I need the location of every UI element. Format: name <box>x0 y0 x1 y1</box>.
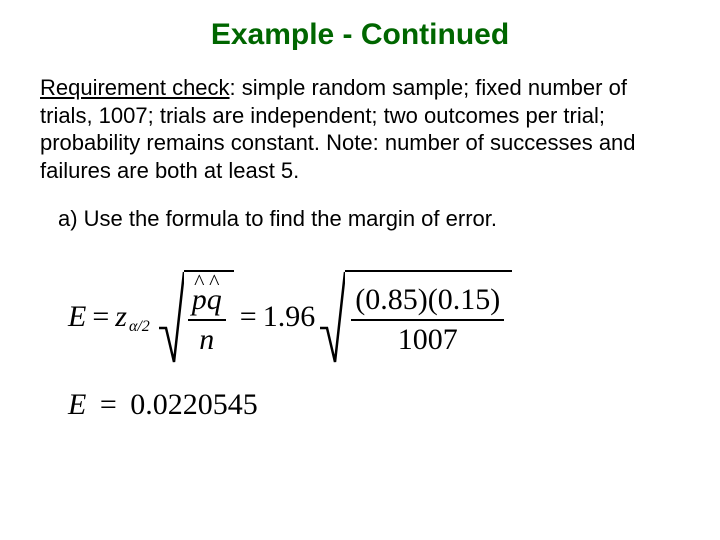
p-value: 0.85 <box>365 283 418 316</box>
radical-icon <box>158 270 184 364</box>
fraction-pq-n: pq n <box>188 283 226 357</box>
equals-3: = <box>100 388 117 421</box>
p-hat: p <box>192 285 207 315</box>
z-value: 1.96 <box>263 300 316 334</box>
slide-title: Example - Continued <box>40 18 680 52</box>
formula-row-2: E = 0.0220545 <box>68 388 680 422</box>
q-hat: q <box>207 285 222 315</box>
sqrt2-body: (0.85)(0.15) 1007 <box>345 270 512 364</box>
sqrt-phat-qhat-over-n: pq n <box>158 270 234 364</box>
numerator-phat-qhat: pq <box>188 283 226 317</box>
q-value: 0.15 <box>438 283 491 316</box>
denominator-n: n <box>195 323 218 357</box>
sqrt1-body: pq n <box>184 270 234 364</box>
E-symbol-2: E <box>68 388 86 421</box>
requirement-check-paragraph: Requirement check: simple random sample;… <box>40 74 680 184</box>
part-a-prompt: a) Use the formula to find the margin of… <box>58 206 680 232</box>
equals-2: = <box>240 300 257 334</box>
radical-icon-2 <box>319 270 345 364</box>
equals-1: = <box>92 300 109 334</box>
fraction-numeric: (0.85)(0.15) 1007 <box>351 283 504 357</box>
sqrt-numeric: (0.85)(0.15) 1007 <box>319 270 512 364</box>
formula-block: E = z α/2 pq n = 1.9 <box>68 262 680 422</box>
fraction-bar-1 <box>188 319 226 321</box>
formula-row-1: E = z α/2 pq n = 1.9 <box>68 262 680 372</box>
numerator-numeric: (0.85)(0.15) <box>351 283 504 317</box>
slide: Example - Continued Requirement check: s… <box>0 0 720 540</box>
z-symbol: z <box>115 300 127 334</box>
denominator-numeric: 1007 <box>394 323 462 357</box>
z-subscript: α/2 <box>129 318 150 336</box>
fraction-bar-2 <box>351 319 504 321</box>
requirement-check-label: Requirement check <box>40 75 230 100</box>
E-symbol: E <box>68 300 86 334</box>
E-result: 0.0220545 <box>130 388 258 421</box>
